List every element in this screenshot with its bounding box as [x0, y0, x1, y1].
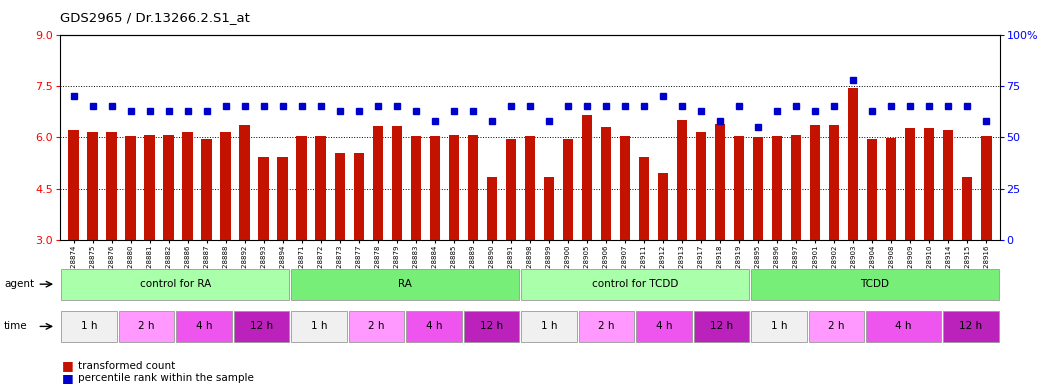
Bar — [544, 177, 554, 240]
FancyBboxPatch shape — [406, 311, 462, 342]
Text: 4 h: 4 h — [656, 321, 673, 331]
Bar — [240, 125, 250, 240]
FancyBboxPatch shape — [521, 311, 577, 342]
Bar — [924, 128, 934, 240]
Bar — [316, 136, 326, 240]
Text: 12 h: 12 h — [959, 321, 982, 331]
Text: 4 h: 4 h — [426, 321, 442, 331]
FancyBboxPatch shape — [349, 311, 405, 342]
Bar — [581, 115, 592, 240]
Bar — [183, 132, 193, 240]
Text: 2 h: 2 h — [368, 321, 385, 331]
Text: 1 h: 1 h — [771, 321, 788, 331]
Bar — [943, 130, 954, 240]
Bar — [601, 127, 611, 240]
Bar — [563, 139, 573, 240]
Bar — [791, 134, 801, 240]
FancyBboxPatch shape — [944, 311, 999, 342]
Bar — [391, 126, 402, 240]
Bar — [753, 137, 763, 240]
FancyBboxPatch shape — [693, 311, 749, 342]
Bar — [144, 134, 155, 240]
Text: 1 h: 1 h — [81, 321, 98, 331]
Bar — [715, 124, 726, 240]
FancyBboxPatch shape — [61, 311, 116, 342]
FancyBboxPatch shape — [636, 311, 692, 342]
Text: ■: ■ — [62, 372, 74, 384]
Text: 2 h: 2 h — [138, 321, 155, 331]
Bar — [772, 136, 783, 240]
Bar — [87, 132, 98, 240]
Text: control for RA: control for RA — [139, 279, 211, 289]
Bar — [962, 177, 973, 240]
Text: transformed count: transformed count — [78, 361, 175, 371]
Bar — [126, 136, 136, 240]
Text: 1 h: 1 h — [541, 321, 557, 331]
Text: 4 h: 4 h — [896, 321, 912, 331]
Text: agent: agent — [4, 279, 34, 289]
Text: ■: ■ — [62, 359, 74, 372]
Text: 4 h: 4 h — [196, 321, 212, 331]
Bar — [810, 125, 820, 240]
Bar — [638, 157, 649, 240]
FancyBboxPatch shape — [867, 311, 941, 342]
Bar — [430, 136, 440, 240]
Bar — [163, 134, 173, 240]
Text: control for TCDD: control for TCDD — [592, 279, 679, 289]
Text: 12 h: 12 h — [250, 321, 273, 331]
Bar — [354, 153, 364, 240]
Bar — [734, 136, 744, 240]
Text: TCDD: TCDD — [861, 279, 890, 289]
Bar — [695, 132, 706, 240]
Bar — [677, 120, 687, 240]
Bar — [506, 139, 516, 240]
FancyBboxPatch shape — [292, 269, 519, 300]
Bar — [334, 153, 345, 240]
Text: 12 h: 12 h — [710, 321, 733, 331]
Text: percentile rank within the sample: percentile rank within the sample — [78, 373, 253, 383]
Bar — [220, 132, 230, 240]
Text: RA: RA — [399, 279, 412, 289]
Bar — [277, 157, 288, 240]
FancyBboxPatch shape — [292, 311, 347, 342]
Bar — [448, 134, 459, 240]
Bar — [905, 128, 916, 240]
Text: 12 h: 12 h — [480, 321, 503, 331]
FancyBboxPatch shape — [118, 311, 174, 342]
FancyBboxPatch shape — [579, 311, 634, 342]
FancyBboxPatch shape — [809, 311, 865, 342]
Bar — [620, 136, 630, 240]
Bar — [487, 177, 497, 240]
Bar — [201, 139, 212, 240]
Bar — [658, 173, 668, 240]
Bar — [524, 136, 536, 240]
Text: 1 h: 1 h — [310, 321, 327, 331]
Bar — [106, 132, 117, 240]
Bar — [468, 134, 479, 240]
Bar — [69, 131, 79, 240]
Bar — [848, 88, 858, 240]
FancyBboxPatch shape — [521, 269, 749, 300]
FancyBboxPatch shape — [176, 311, 231, 342]
Bar — [297, 136, 307, 240]
FancyBboxPatch shape — [234, 311, 290, 342]
Bar — [373, 126, 383, 240]
Text: GDS2965 / Dr.13266.2.S1_at: GDS2965 / Dr.13266.2.S1_at — [60, 12, 250, 25]
Bar — [981, 136, 991, 240]
Bar — [258, 157, 269, 240]
Text: time: time — [4, 321, 28, 331]
Text: 2 h: 2 h — [828, 321, 845, 331]
Text: 2 h: 2 h — [598, 321, 614, 331]
FancyBboxPatch shape — [464, 311, 519, 342]
Bar — [867, 139, 877, 240]
FancyBboxPatch shape — [61, 269, 290, 300]
FancyBboxPatch shape — [752, 269, 999, 300]
FancyBboxPatch shape — [752, 311, 807, 342]
Bar — [829, 125, 840, 240]
Bar — [886, 138, 897, 240]
Bar — [411, 136, 421, 240]
